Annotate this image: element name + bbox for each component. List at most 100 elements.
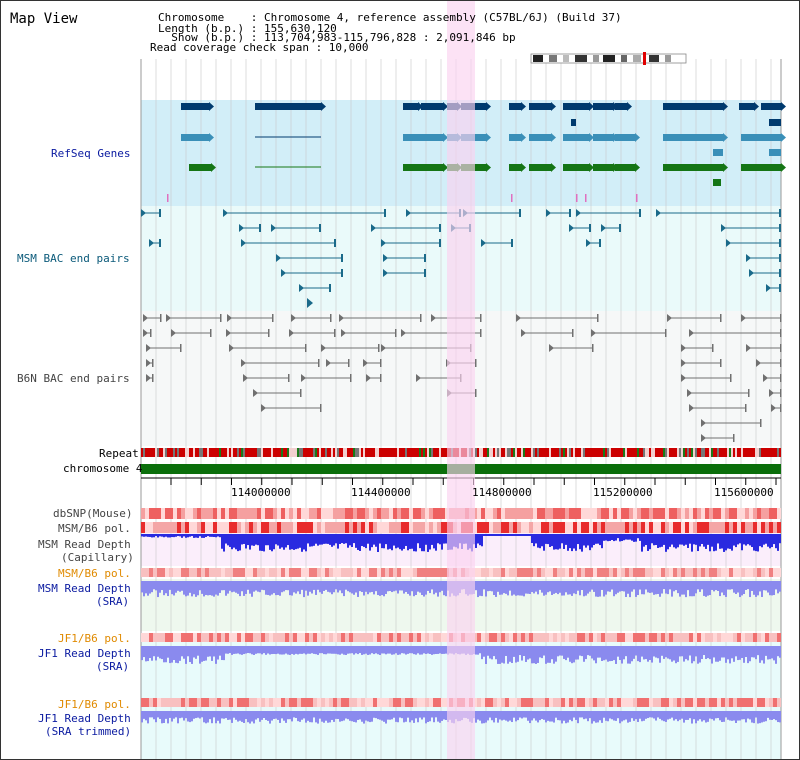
depth-bar [537,581,539,595]
depth-bar [217,534,219,537]
depth-bar [253,646,255,655]
heat-cell [553,633,557,642]
depth-bar [265,534,267,546]
heat-cell [193,522,197,533]
depth-bar [197,646,199,656]
depth-bar [375,711,377,719]
depth-bar [499,534,501,536]
heat-cell [625,633,629,642]
heat-cell [677,508,681,519]
depth-bar [299,646,301,654]
depth-bar [737,534,739,545]
heat-cell [573,508,577,519]
depth-bar [477,646,479,655]
depth-bar [255,646,257,654]
depth-bar [775,534,777,549]
heat-cell [689,508,693,519]
depth-bar [629,581,631,598]
depth-bar [767,711,769,718]
heat-cell [561,522,565,533]
heat-cell [309,508,313,519]
depth-bar [275,581,277,596]
depth-bar [445,534,447,544]
heat-cell [573,522,577,533]
depth-bar [275,711,277,719]
refseq-pink-mark [636,194,638,202]
heat-cell [569,508,573,519]
gene-block [713,179,721,186]
heat-cell [357,698,361,707]
depth-bar [611,711,613,720]
depth-bar [759,581,761,592]
heat-cell [265,568,269,577]
depth-bar [671,646,673,662]
heat-cell [357,568,361,577]
repeat-segment [299,448,301,457]
depth-bar [705,581,707,597]
depth-bar [375,581,377,592]
depth-bar [529,646,531,659]
heat-cell [725,522,729,533]
heat-cell [421,633,425,642]
heat-cell [669,508,673,519]
depth-bar [351,581,353,594]
heat-cell [265,633,269,642]
heat-cell [529,633,533,642]
repeat-segment [643,448,645,457]
depth-bar [637,646,639,662]
repeat-segment [725,448,727,457]
repeat-segment [305,448,307,457]
heat-cell [269,698,273,707]
heat-cell [737,698,741,707]
heat-cell [733,633,737,642]
heat-cell [593,568,597,577]
heat-cell [593,508,597,519]
depth-bar [559,581,561,593]
heat-cell [209,522,213,533]
heat-cell [709,633,713,642]
track-label-refseq[interactable]: RefSeq Genes [51,147,131,160]
heat-cell [169,508,173,519]
depth-bar [581,711,583,718]
b6n-end-marker [305,344,307,352]
depth-bar [649,646,651,660]
depth-bar [211,581,213,596]
depth-bar [177,534,179,537]
depth-bar [729,581,731,590]
repeat-segment [315,448,317,457]
track-label-msm-bac[interactable]: MSM BAC end pairs [17,252,130,265]
depth-bar [591,646,593,659]
depth-bar [179,581,181,592]
heat-cell [645,568,649,577]
depth-bar [341,581,343,594]
depth-bar [689,534,691,544]
depth-bar [513,534,515,536]
depth-bar [709,711,711,719]
depth-bar [173,711,175,719]
depth-bar [209,711,211,720]
repeat-segment [409,448,411,457]
depth-bar [307,711,309,721]
heat-cell [713,508,717,519]
depth-bar [773,711,775,720]
repeat-segment [779,448,781,457]
depth-bar [147,711,149,724]
repeat-segment [695,448,697,457]
depth-bar [527,581,529,594]
depth-bar [391,646,393,655]
depth-bar [373,711,375,718]
depth-bar [497,646,499,664]
depth-bar [687,711,689,720]
heat-cell [381,522,385,533]
depth-bar [305,711,307,723]
heat-cell [661,698,665,707]
depth-bar [393,646,395,655]
depth-bar [601,581,603,590]
track-label-b6n-bac[interactable]: B6N BAC end pairs [17,372,130,385]
depth-bar [481,581,483,597]
heat-cell [305,508,309,519]
b6n-end-marker [229,344,234,352]
depth-bar [411,581,413,592]
track-label-jf1-b6-pol-2: JF1/B6 pol. [58,698,131,711]
